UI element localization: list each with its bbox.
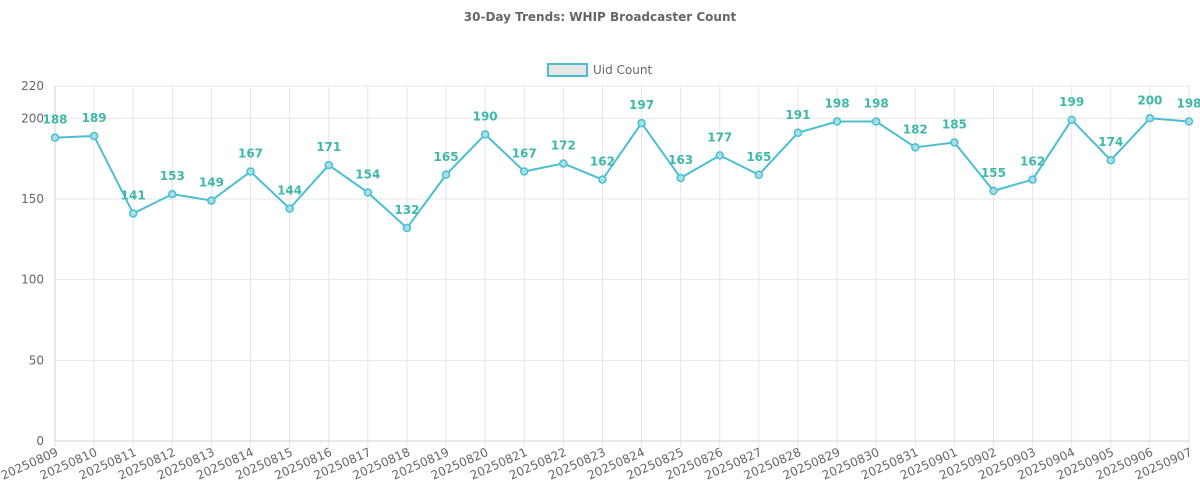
data-label: 197 [629,98,654,112]
y-tick-label: 200 [21,111,44,125]
data-point [559,159,568,168]
data-point [480,130,490,139]
data-label: 188 [42,113,67,127]
data-point [128,209,138,218]
data-point [168,189,177,199]
grid [54,85,1190,447]
data-point [441,170,451,179]
data-point [793,128,803,138]
legend-swatch [547,63,588,77]
data-point [519,167,529,176]
data-label: 191 [785,108,810,122]
data-label: 132 [394,203,419,217]
data-label: 198 [825,97,850,111]
data-label: 165 [746,150,771,164]
data-label: 167 [238,147,263,161]
data-point [89,131,99,141]
data-point [598,175,607,184]
data-point [363,188,373,197]
data-label: 189 [82,111,107,125]
data-point [1067,115,1076,125]
data-point [950,138,959,147]
y-tick-label: 100 [21,273,44,287]
data-point [1028,175,1037,184]
data-label: 190 [473,109,498,123]
data-point [324,160,333,170]
data-point [50,133,60,142]
data-point [402,223,412,233]
data-label: 198 [1176,97,1200,111]
data-label: 144 [277,184,302,198]
data-label: 163 [668,153,693,167]
chart-title: 30-Day Trends: WHIP Broadcaster Count [464,10,737,24]
series-line [54,117,1190,229]
data-point [1106,155,1116,165]
data-label: 167 [512,147,537,161]
data-point [989,186,998,196]
data-label: 177 [707,130,732,144]
data-point [715,151,725,160]
data-label: 198 [864,97,889,111]
data-point [207,196,216,205]
data-label: 154 [355,168,380,182]
data-label: 174 [1098,135,1123,149]
data-label: 185 [942,117,967,131]
data-label: 162 [590,155,615,169]
data-point [871,117,881,126]
y-tick-label: 220 [21,79,44,93]
y-tick-label: 50 [29,353,44,367]
data-label: 199 [1059,95,1084,109]
data-point [246,167,255,176]
data-label: 155 [981,166,1006,180]
axes: 0501001502002202025080920250810202508112… [0,79,1194,483]
data-label: 162 [1020,155,1045,169]
data-point [637,118,646,128]
data-point [911,143,920,152]
data-label: 165 [434,150,459,164]
data-point [676,173,685,183]
data-label: 171 [316,140,341,154]
data-point [1184,117,1194,126]
data-label: 182 [903,122,928,136]
data-label: 149 [199,176,224,190]
data-point [832,117,842,126]
data-label: 153 [160,169,185,183]
legend[interactable]: Uid Count [547,63,652,77]
data-point [1145,114,1155,123]
data-label: 200 [1137,93,1162,107]
legend-label: Uid Count [593,63,652,77]
y-tick-label: 150 [21,192,44,206]
data-label: 141 [121,188,146,202]
y-tick-label: 0 [36,434,44,448]
series-uid-count: 188 189 141 153 149 167 144 171 154 132 165 190 167 1… [42,93,1200,233]
data-point [285,204,294,213]
data-point [754,170,764,179]
data-label: 172 [551,138,576,152]
